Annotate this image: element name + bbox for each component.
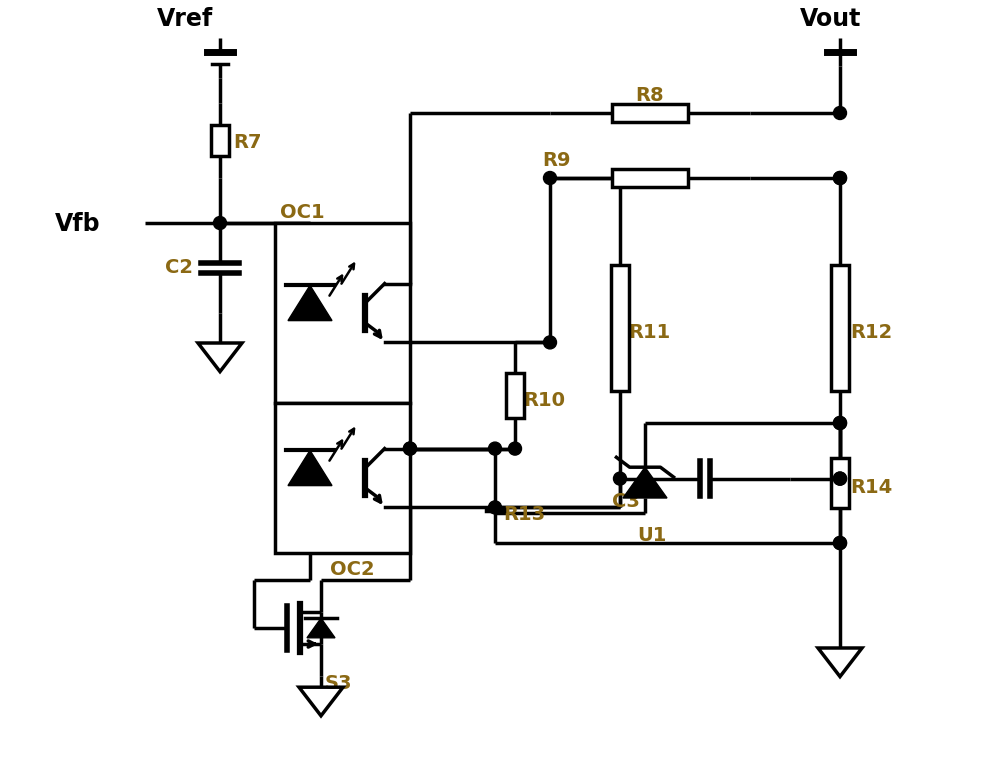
Circle shape: [403, 442, 416, 455]
Circle shape: [834, 537, 846, 549]
Bar: [831, 265, 849, 392]
Text: S3: S3: [324, 674, 352, 694]
Circle shape: [834, 537, 846, 549]
Circle shape: [214, 217, 227, 230]
Text: R10: R10: [523, 390, 565, 409]
Circle shape: [834, 171, 846, 184]
Text: Vref: Vref: [157, 7, 213, 31]
Text: Vfb: Vfb: [55, 212, 101, 236]
Circle shape: [834, 416, 846, 429]
Text: R14: R14: [850, 478, 892, 497]
Text: OC2: OC2: [330, 560, 375, 579]
Circle shape: [614, 472, 626, 485]
Circle shape: [834, 107, 846, 120]
Text: R11: R11: [628, 323, 670, 343]
Circle shape: [403, 442, 416, 455]
Circle shape: [834, 472, 846, 485]
Text: U1: U1: [637, 526, 666, 545]
Bar: [831, 458, 849, 508]
Text: R7: R7: [233, 133, 262, 152]
Polygon shape: [623, 467, 667, 498]
Circle shape: [834, 416, 846, 429]
Text: R8: R8: [635, 86, 664, 105]
Bar: [275, 403, 410, 553]
Circle shape: [834, 171, 846, 184]
Polygon shape: [288, 450, 332, 485]
Circle shape: [544, 171, 556, 184]
Bar: [275, 223, 410, 403]
Polygon shape: [307, 618, 335, 637]
Text: C2: C2: [165, 258, 193, 277]
Text: R9: R9: [542, 151, 570, 170]
Text: R12: R12: [850, 323, 892, 343]
Polygon shape: [288, 286, 332, 320]
Bar: [611, 265, 629, 392]
Circle shape: [488, 501, 502, 514]
Circle shape: [834, 472, 846, 485]
Bar: [486, 509, 504, 511]
Text: Vout: Vout: [800, 7, 861, 31]
Circle shape: [509, 442, 522, 455]
Bar: [612, 104, 688, 122]
Text: OC1: OC1: [280, 203, 325, 222]
Bar: [506, 373, 524, 418]
Circle shape: [488, 442, 502, 455]
Bar: [211, 124, 229, 156]
Bar: [612, 169, 688, 187]
Text: R13: R13: [503, 505, 545, 525]
Circle shape: [544, 336, 556, 349]
Text: C3: C3: [612, 492, 640, 511]
